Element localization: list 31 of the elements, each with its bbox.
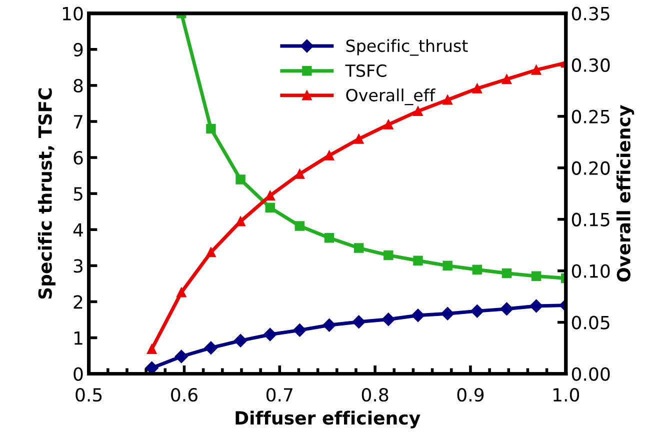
- x-tick-label: 0.5: [76, 388, 102, 402]
- y2-tick-label: 0.25: [572, 110, 610, 124]
- y-tick-label: 1: [74, 331, 82, 345]
- x-tick-label: 1.0: [554, 388, 580, 402]
- x-tick-label: 0.9: [457, 388, 484, 402]
- y-tick-label: 9: [74, 42, 83, 57]
- y2-axis-title: Overall efficiency: [616, 105, 634, 282]
- y-axis-title: Specific thrust, TSFC: [38, 88, 56, 299]
- y-tick-label: 4: [73, 223, 83, 236]
- y-tick-label: 2: [74, 295, 82, 309]
- legend-label: Specific_thrust: [346, 39, 468, 56]
- y-tick-label: 6: [74, 150, 83, 165]
- legend-label: TSFC: [345, 64, 386, 77]
- y2-tick-label: 0.20: [572, 161, 610, 175]
- y-tick-label: 5: [74, 187, 82, 201]
- y-tick-label: 0: [74, 367, 83, 381]
- x-tick-label: 0.6: [171, 388, 198, 402]
- y2-tick-label: 0.10: [572, 264, 610, 278]
- y2-tick-label: 0.30: [572, 58, 610, 72]
- y2-tick-label: 0.35: [572, 6, 610, 20]
- y-tick-label: 7: [74, 115, 82, 128]
- y-tick-label: 3: [74, 259, 83, 273]
- y2-tick-label: 0.05: [572, 316, 610, 330]
- x-tick-label: 0.7: [266, 388, 292, 402]
- x-tick-label: 0.8: [362, 388, 388, 402]
- y2-tick-label: 0.00: [572, 367, 610, 381]
- y2-tick-label: 0.15: [572, 212, 610, 226]
- y-tick-label: 10: [62, 6, 83, 20]
- x-axis-title: Diffuser efficiency: [236, 410, 420, 428]
- y-tick-label: 8: [74, 78, 83, 93]
- legend-label: Overall_eff: [346, 88, 436, 106]
